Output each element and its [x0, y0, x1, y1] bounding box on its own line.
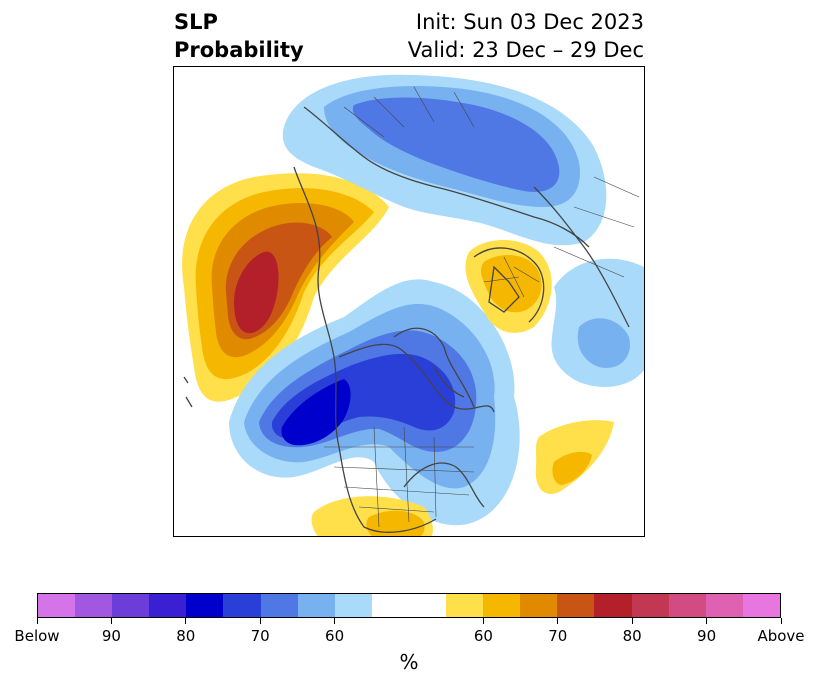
- colorbar-below-segment: [297, 594, 335, 617]
- colorbar-below-segment: [38, 594, 76, 617]
- colorbar-tick-label: 70: [250, 627, 270, 645]
- pacific-ridge-80: [234, 251, 279, 334]
- colorbar: [37, 593, 781, 618]
- init-date: Init: Sun 03 Dec 2023: [415, 10, 644, 34]
- colorbar-tick: [482, 618, 484, 624]
- colorbar-above-segment: [594, 594, 632, 617]
- siberia-low-65: [577, 318, 630, 368]
- map-title: SLP Probability: [174, 8, 304, 64]
- colorbar-above-segment: [742, 594, 780, 617]
- colorbar-below-segment: [223, 594, 261, 617]
- colorbar-neutral-segment: [371, 594, 447, 617]
- colorbar-tick-label: 60: [473, 627, 493, 645]
- colorbar-tick-label: 90: [101, 627, 121, 645]
- colorbar-tick: [334, 618, 336, 624]
- colorbar-tick: [780, 618, 782, 624]
- colorbar-above-segment: [520, 594, 558, 617]
- colorbar-tick-label: Above: [757, 627, 805, 645]
- colorbar-tick-label: 80: [176, 627, 196, 645]
- map-svg: [182, 74, 644, 536]
- colorbar-above-segment: [483, 594, 521, 617]
- colorbar-above-segment: [668, 594, 706, 617]
- colorbar-tick-label: Below: [14, 627, 60, 645]
- colorbar-tick-label: 80: [622, 627, 642, 645]
- colorbar-below-segment: [149, 594, 187, 617]
- valid-range: Valid: 23 Dec – 29 Dec: [407, 38, 644, 62]
- colorbar-tick: [706, 618, 708, 624]
- colorbar-tick: [110, 618, 112, 624]
- colorbar-below-segment: [186, 594, 224, 617]
- eurasia-low-70: [352, 97, 560, 192]
- colorbar-above-segment: [446, 594, 484, 617]
- colorbar-tick: [185, 618, 187, 624]
- colorbar-tick: [557, 618, 559, 624]
- probability-map: [173, 66, 645, 537]
- colorbar-below-segment: [334, 594, 372, 617]
- title-product: Probability: [174, 38, 304, 62]
- colorbar-unit: %: [399, 650, 419, 674]
- colorbar-below-segment: [75, 594, 113, 617]
- colorbar-below-segment: [260, 594, 298, 617]
- colorbar-below-segment: [112, 594, 150, 617]
- coastlines: [183, 106, 630, 533]
- colorbar-above-segment: [631, 594, 669, 617]
- colorbar-tick: [259, 618, 261, 624]
- colorbar-tick-label: 60: [325, 627, 345, 645]
- colorbar-above-segment: [557, 594, 595, 617]
- borders: [324, 86, 640, 528]
- title-variable: SLP: [174, 10, 218, 34]
- na-trough-80: [281, 379, 351, 446]
- map-dates: Init: Sun 03 Dec 2023 Valid: 23 Dec – 29…: [408, 8, 644, 64]
- colorbar-tick: [36, 618, 38, 624]
- colorbar-tick-label: 70: [548, 627, 568, 645]
- colorbar-tick: [631, 618, 633, 624]
- colorbar-above-segment: [705, 594, 743, 617]
- colorbar-tick-label: 90: [697, 627, 717, 645]
- atlantic-high-65: [552, 451, 592, 485]
